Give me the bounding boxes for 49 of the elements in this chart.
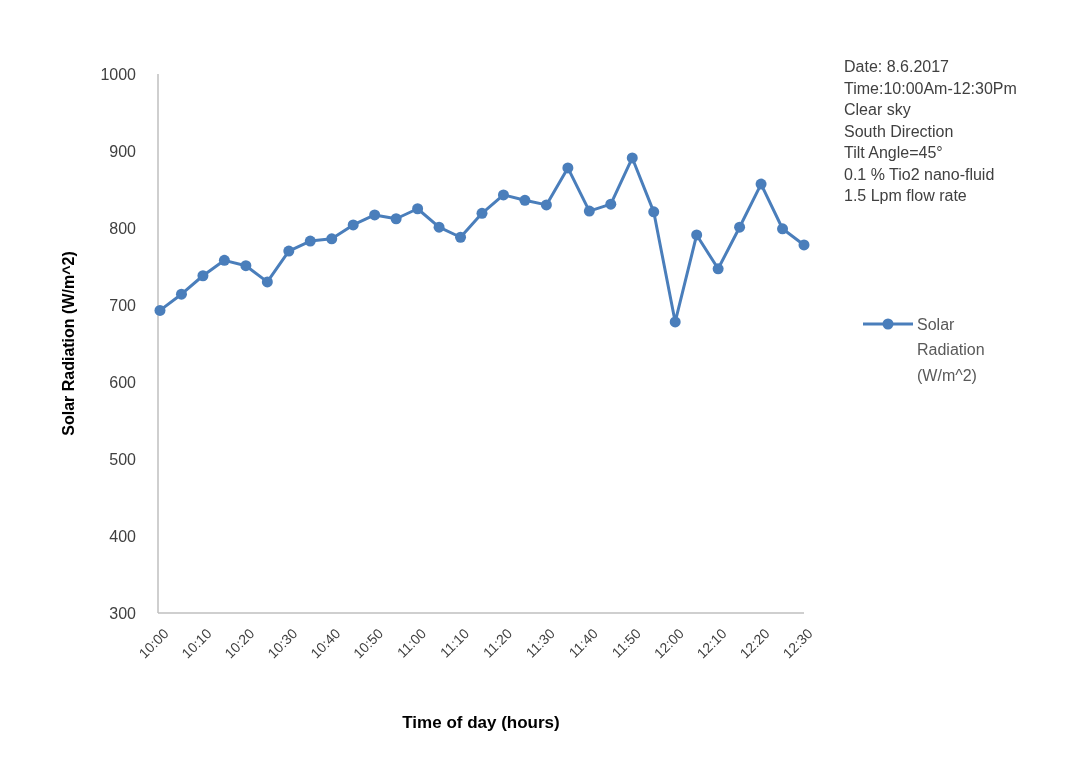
text: Tilt Angle=45° [844, 144, 943, 161]
legend-label: Solar Radiation (W/m^2) [917, 315, 985, 384]
point [476, 207, 488, 219]
point [347, 219, 359, 231]
text: 0.1 % Tio2 nano-fluid [844, 165, 995, 183]
text: South Direction [844, 122, 954, 140]
point [433, 221, 445, 233]
point [390, 213, 402, 225]
point [175, 288, 187, 300]
point [326, 233, 338, 245]
point [261, 276, 273, 288]
point [283, 245, 295, 257]
point [798, 239, 810, 251]
point [777, 223, 789, 235]
y-tick-label: 400 [109, 527, 137, 545]
y-tick-label: 500 [109, 450, 137, 468]
point [583, 205, 595, 217]
x-axis-title: Time of day (hours) [402, 713, 560, 732]
y-axis-title: Solar Radiation (W/m^2) [60, 251, 77, 436]
point [755, 178, 767, 190]
point [197, 270, 209, 282]
point [497, 189, 509, 201]
point [605, 198, 617, 210]
point [304, 235, 316, 247]
point [218, 254, 230, 266]
point [626, 152, 638, 164]
point [519, 194, 531, 206]
point [369, 209, 381, 221]
point [240, 260, 252, 272]
text: Time:10:00Am-12:30Pm [844, 79, 1017, 97]
y-tick-label: 900 [109, 142, 137, 160]
y-tick-label: 600 [109, 373, 137, 391]
point [562, 162, 574, 174]
point [648, 206, 660, 218]
point [455, 231, 467, 243]
point [540, 199, 552, 211]
point [154, 304, 166, 316]
point [669, 316, 681, 328]
y-tick-label: 300 [109, 604, 137, 622]
y-tick-label: 800 [109, 219, 137, 237]
text: 1.5 Lpm flow rate [844, 187, 967, 204]
point [691, 229, 703, 241]
text: Clear sky [844, 101, 911, 118]
text: Date: 8.6.2017 [844, 58, 950, 75]
y-tick-label: 1000 [100, 65, 137, 83]
point [712, 263, 724, 275]
point [734, 221, 746, 233]
y-tick-label: 700 [109, 296, 137, 314]
point [412, 203, 424, 215]
